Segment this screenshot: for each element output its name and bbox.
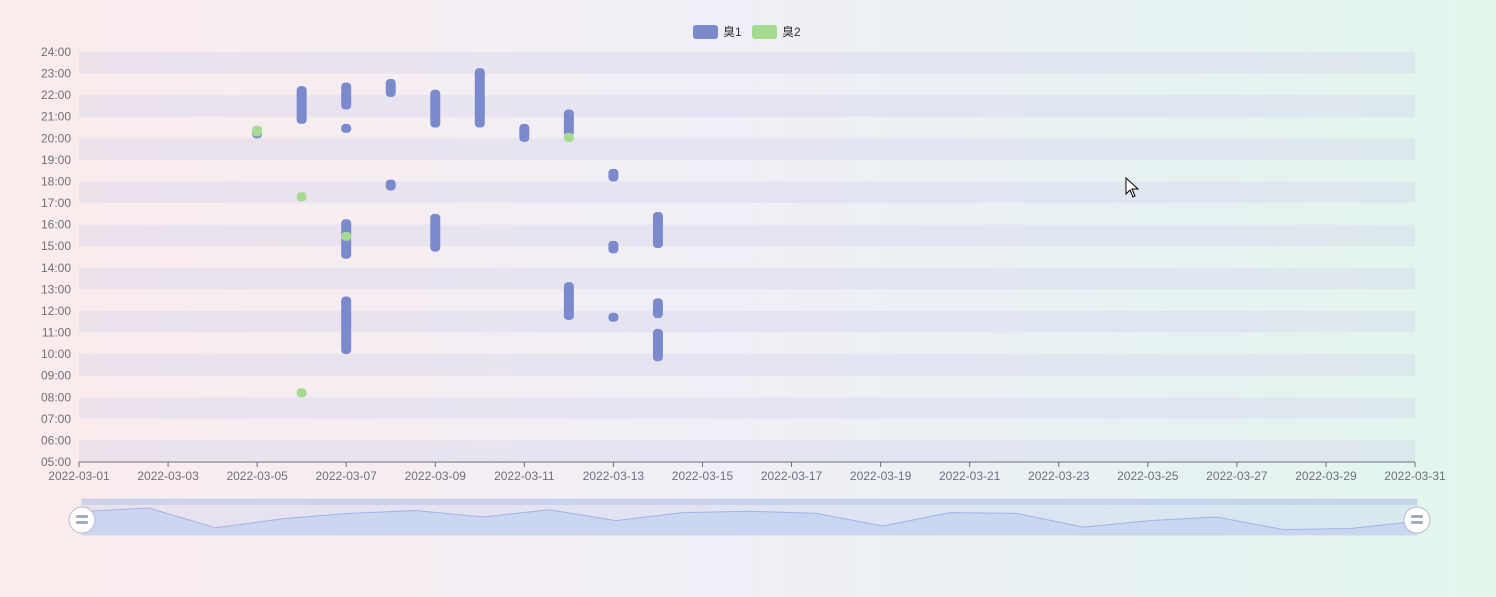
- bar-臭1: [341, 123, 352, 133]
- x-tick-label: 2022-03-31: [1384, 469, 1446, 483]
- y-tick-label: 08:00: [41, 390, 71, 404]
- bar-臭1: [430, 213, 441, 252]
- bar-臭1: [563, 282, 574, 320]
- y-tick-label: 16:00: [41, 218, 71, 232]
- grid-band: [79, 224, 1415, 247]
- x-tick-label: 2022-03-29: [1295, 469, 1357, 483]
- y-tick-label: 09:00: [41, 369, 71, 383]
- y-tick-label: 11:00: [42, 326, 71, 340]
- x-tick-label: 2022-03-07: [316, 469, 378, 483]
- x-tick-label: 2022-03-17: [761, 469, 823, 483]
- y-tick-label: 12:00: [41, 304, 71, 318]
- x-tick-label: 2022-03-03: [137, 469, 199, 483]
- y-axis: 05:00 06:00 07:00 08:00 09:00 10:00 11:00 12:00…: [41, 45, 71, 469]
- y-tick-label: 15:00: [41, 239, 71, 253]
- bar-臭1: [430, 89, 441, 128]
- plot-marks: [252, 68, 663, 398]
- bar-臭1: [608, 168, 619, 182]
- grid-bands: [79, 52, 1415, 462]
- slider-handle-right[interactable]: [1403, 506, 1431, 534]
- x-tick-label: 2022-03-11: [494, 469, 555, 483]
- bar-臭1: [519, 123, 530, 142]
- datazoom-slider[interactable]: [68, 498, 1431, 536]
- grid-band: [79, 354, 1415, 376]
- y-tick-label: 21:00: [41, 110, 71, 124]
- x-tick-label: 2022-03-01: [48, 469, 110, 483]
- slider-handle-left[interactable]: [68, 506, 96, 534]
- grid-band: [79, 95, 1415, 117]
- bar-臭1: [652, 298, 663, 319]
- y-tick-label: 20:00: [41, 131, 71, 145]
- y-tick-label: 06:00: [41, 433, 71, 447]
- x-tick-label: 2022-03-23: [1028, 469, 1090, 483]
- y-tick-label: 05:00: [41, 455, 71, 469]
- bar-臭1: [341, 296, 352, 355]
- bar-臭1: [296, 86, 307, 124]
- y-tick-label: 19:00: [41, 153, 71, 167]
- x-tick-label: 2022-03-05: [226, 469, 288, 483]
- bar-臭1: [385, 78, 396, 97]
- y-tick-label: 18:00: [41, 174, 71, 188]
- bar-臭2: [341, 231, 352, 241]
- y-tick-label: 13:00: [41, 282, 71, 296]
- slider-move-bar[interactable]: [82, 499, 1417, 505]
- x-tick-label: 2022-03-09: [405, 469, 467, 483]
- x-tick-label: 2022-03-19: [850, 469, 912, 483]
- legend-swatch: [752, 25, 777, 39]
- grid-band: [79, 310, 1415, 333]
- grid-band: [79, 52, 1415, 74]
- y-tick-label: 14:00: [41, 261, 71, 275]
- y-tick-label: 10:00: [41, 347, 71, 361]
- slider-area: [82, 508, 1417, 535]
- y-tick-label: 22:00: [41, 88, 71, 102]
- grid-band: [79, 397, 1415, 419]
- bar-臭1: [608, 240, 619, 254]
- x-tick-label: 2022-03-27: [1206, 469, 1268, 483]
- bar-臭1: [341, 82, 352, 110]
- x-tick-label: 2022-03-15: [672, 469, 734, 483]
- legend-label: 臭2: [782, 24, 801, 39]
- grid-band: [79, 440, 1415, 462]
- bar-臭2: [296, 388, 307, 398]
- grid-band: [79, 138, 1415, 160]
- y-tick-label: 07:00: [41, 412, 71, 426]
- grid-band: [79, 267, 1415, 290]
- y-tick-label: 24:00: [41, 45, 71, 59]
- y-tick-label: 23:00: [41, 67, 71, 81]
- legend: 臭1 臭2: [693, 24, 801, 39]
- grid-band: [79, 181, 1415, 204]
- mouse-cursor-icon: [1125, 176, 1140, 198]
- x-axis: 2022-03-01 2022-03-03 2022-03-05 2022-03-07…: [48, 461, 1446, 483]
- bar-臭1: [608, 312, 619, 322]
- bar-臭1: [385, 179, 396, 191]
- y-tick-label: 17:00: [41, 196, 71, 210]
- legend-swatch: [693, 25, 718, 39]
- x-tick-label: 2022-03-13: [583, 469, 645, 483]
- bar-臭2: [563, 132, 574, 142]
- bar-臭1: [652, 212, 663, 249]
- legend-label: 臭1: [723, 24, 742, 39]
- slider-line: [81, 507, 1418, 531]
- bar-臭1: [474, 68, 485, 128]
- x-tick-label: 2022-03-21: [939, 469, 1001, 483]
- x-tick-label: 2022-03-25: [1117, 469, 1179, 483]
- bar-臭1: [563, 109, 574, 137]
- bar-臭2: [252, 125, 263, 137]
- bar-臭2: [296, 192, 307, 202]
- bar-臭1: [652, 328, 663, 362]
